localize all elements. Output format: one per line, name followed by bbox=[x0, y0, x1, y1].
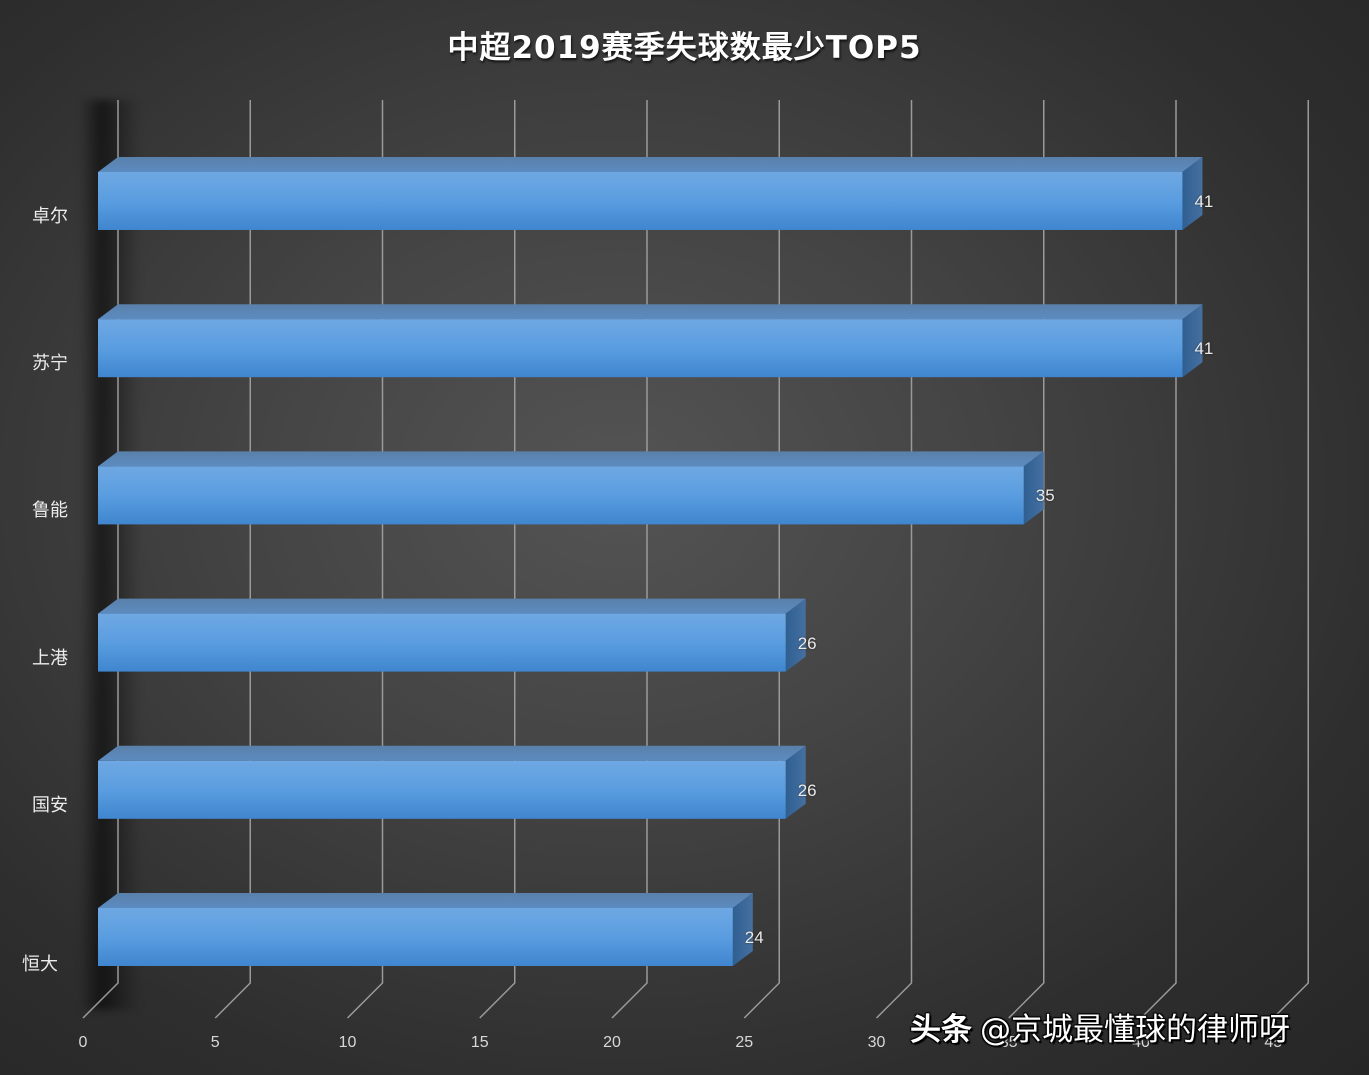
gridline bbox=[82, 100, 119, 1019]
gridline bbox=[743, 100, 780, 1019]
watermark-author: @京城最懂球的律师呀 bbox=[980, 1012, 1290, 1048]
x-tick-label: 40 bbox=[1132, 1034, 1150, 1051]
data-label: 41 bbox=[1194, 339, 1214, 359]
bar bbox=[98, 451, 1044, 525]
bar bbox=[98, 157, 1203, 230]
bars bbox=[98, 157, 1203, 966]
gridline bbox=[1272, 100, 1309, 1019]
chart-title: 中超2019赛季失球数最少TOP5 bbox=[447, 30, 922, 66]
gridline bbox=[479, 100, 516, 1019]
data-label: 26 bbox=[797, 780, 817, 800]
data-label: 24 bbox=[744, 928, 764, 947]
x-tick-label: 0 bbox=[78, 1034, 88, 1051]
category-label: 苏宁 bbox=[32, 353, 68, 375]
x-tick-label: 20 bbox=[603, 1034, 621, 1051]
x-tick-label: 10 bbox=[338, 1034, 357, 1051]
bar bbox=[98, 304, 1203, 378]
x-tick-label: 45 bbox=[1264, 1034, 1283, 1051]
watermark-platform: 头条 bbox=[910, 1012, 972, 1048]
bar bbox=[98, 598, 806, 672]
category-label: 上港 bbox=[32, 647, 68, 669]
gridline bbox=[214, 100, 251, 1019]
data-label: 35 bbox=[1035, 486, 1055, 506]
x-tick-label: 5 bbox=[210, 1034, 220, 1051]
data-label: 26 bbox=[797, 633, 817, 653]
bar bbox=[98, 745, 806, 819]
bar bbox=[98, 893, 753, 966]
category-label: 卓尔 bbox=[32, 206, 68, 227]
x-tick-label: 25 bbox=[735, 1034, 754, 1051]
category-label: 恒大 bbox=[22, 954, 58, 975]
side-wall-shadow bbox=[80, 100, 140, 1010]
category-label: 鲁能 bbox=[32, 500, 68, 522]
gridlines bbox=[82, 100, 1309, 1019]
data-label: 41 bbox=[1194, 192, 1214, 211]
gridline bbox=[1140, 100, 1177, 1019]
watermark: 头条 @京城最懂球的律师呀 bbox=[910, 1004, 1290, 1049]
gridline bbox=[1008, 100, 1045, 1019]
gridline bbox=[611, 100, 648, 1019]
x-tick-label: 15 bbox=[470, 1034, 489, 1051]
category-label: 国安 bbox=[32, 794, 68, 816]
x-tick-label: 35 bbox=[999, 1034, 1018, 1051]
gridline bbox=[875, 100, 913, 1019]
gridline bbox=[346, 100, 384, 1019]
x-tick-label: 30 bbox=[867, 1034, 886, 1051]
